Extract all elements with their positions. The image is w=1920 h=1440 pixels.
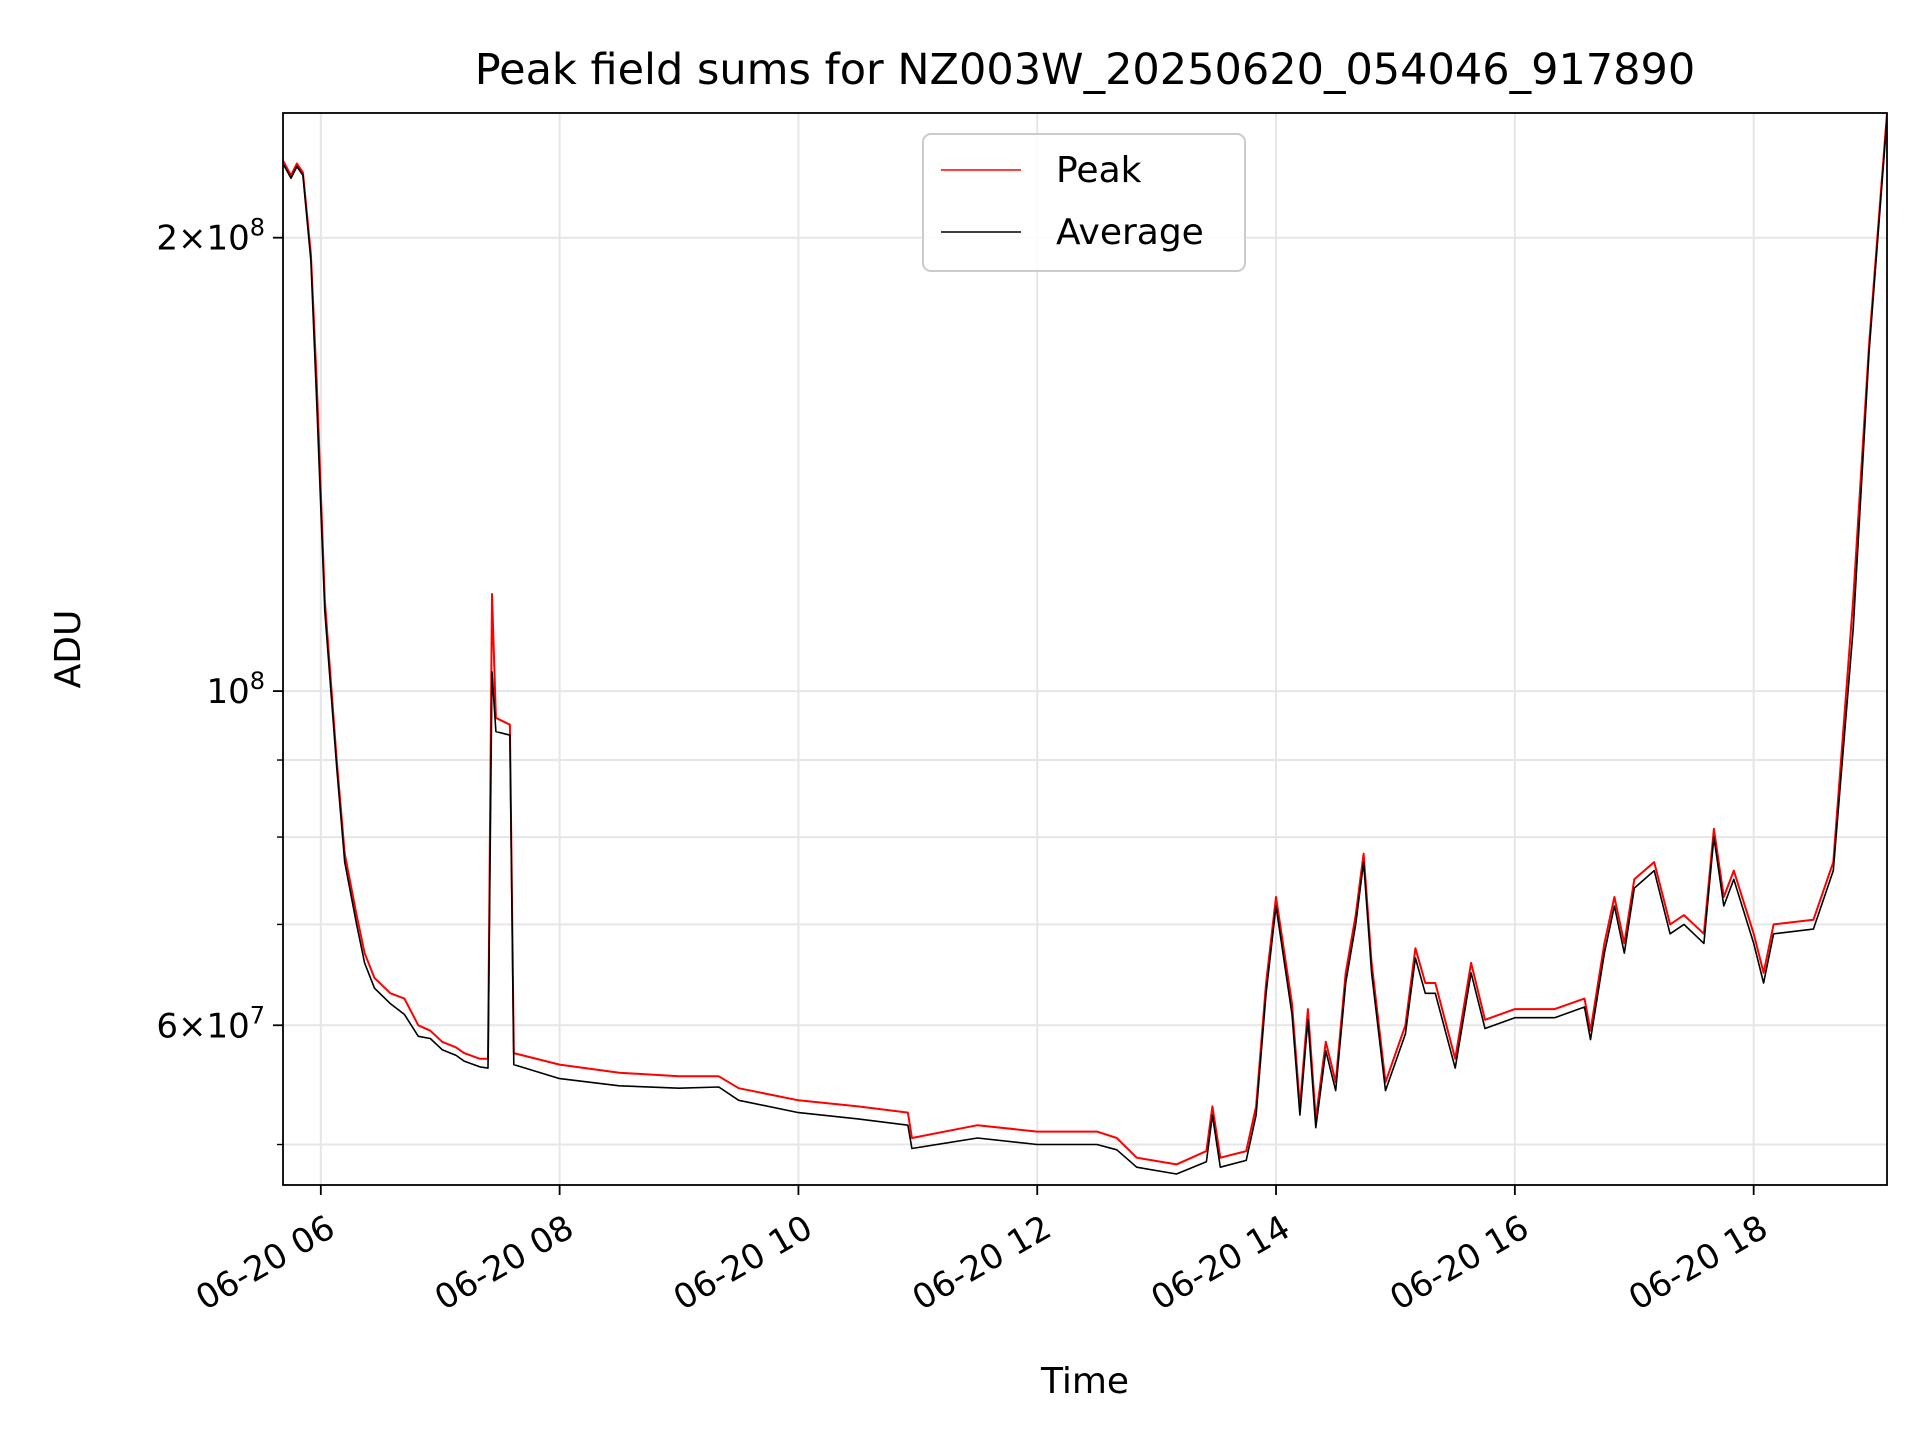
legend-box bbox=[922, 133, 1246, 272]
plot-series bbox=[283, 113, 1887, 1175]
y-tick-label: 2×108 bbox=[156, 214, 265, 259]
chart-title: Peak field sums for NZ003W_20250620_0540… bbox=[475, 45, 1696, 95]
plot-area-frame bbox=[282, 112, 1888, 1186]
legend-label-average: Average bbox=[1056, 212, 1204, 253]
legend-label-peak: Peak bbox=[1056, 150, 1142, 191]
series-line-peak bbox=[283, 113, 1887, 1166]
y-axis-label: ADU bbox=[48, 610, 89, 689]
y-tick-label: 108 bbox=[206, 667, 265, 712]
series-line-average bbox=[283, 118, 1887, 1175]
legend: Peak Average bbox=[922, 133, 1246, 272]
y-tick-label: 6×107 bbox=[156, 1001, 265, 1046]
x-axis-label: Time bbox=[1040, 1361, 1129, 1402]
